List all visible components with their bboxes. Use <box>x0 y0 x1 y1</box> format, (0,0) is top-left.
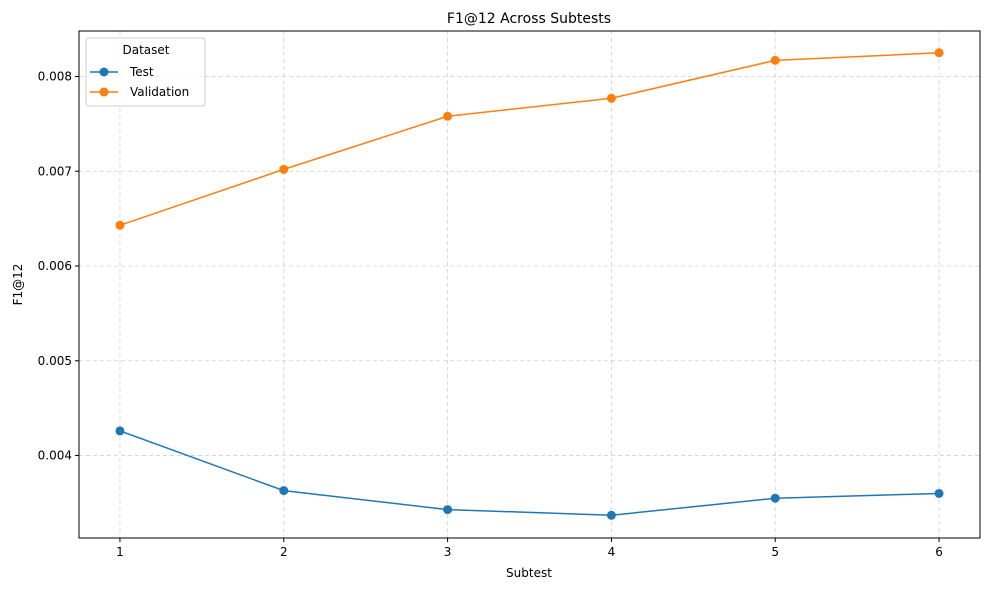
y-tick-label: 0.007 <box>38 164 72 178</box>
data-point-test <box>443 505 453 515</box>
y-tick-label: 0.004 <box>38 449 72 463</box>
data-point-validation <box>115 220 125 230</box>
data-point-validation <box>279 164 289 174</box>
x-tick-label: 3 <box>444 545 452 559</box>
legend-title: Dataset <box>123 43 170 57</box>
series-layer <box>115 48 944 520</box>
data-point-validation <box>606 93 616 103</box>
x-axis: 1 2 3 4 5 6 <box>116 538 943 559</box>
x-tick-label: 6 <box>935 545 943 559</box>
y-tick-label: 0.008 <box>38 69 72 83</box>
legend-entry-validation: Validation <box>90 85 189 99</box>
data-point-test <box>115 426 125 436</box>
legend-label-validation: Validation <box>130 85 189 99</box>
chart-title: F1@12 Across Subtests <box>447 11 611 27</box>
legend-label-test: Test <box>129 65 154 79</box>
series-line-test <box>119 430 940 517</box>
legend-marker-test <box>99 67 109 77</box>
legend: Dataset Test Validation <box>85 37 206 107</box>
series-line-validation <box>119 52 940 226</box>
data-point-test <box>279 486 289 496</box>
data-point-validation <box>934 48 944 58</box>
plot-frame <box>78 30 981 539</box>
legend-box <box>85 37 206 107</box>
x-tick-label: 5 <box>771 545 779 559</box>
y-axis: 0.004 0.005 0.006 0.007 0.008 <box>38 69 79 463</box>
data-point-test <box>770 493 780 503</box>
series-test <box>115 426 944 520</box>
y-tick-label: 0.006 <box>38 259 72 273</box>
series-validation <box>115 48 944 230</box>
data-point-test <box>606 510 616 520</box>
data-point-validation <box>443 111 453 121</box>
legend-marker-validation <box>99 87 109 97</box>
x-tick-label: 1 <box>116 545 124 559</box>
y-axis-label: F1@12 <box>11 264 25 306</box>
data-point-validation <box>770 55 780 65</box>
legend-entry-test: Test <box>90 65 154 79</box>
x-axis-label: Subtest <box>506 566 552 580</box>
y-tick-label: 0.005 <box>38 354 72 368</box>
x-tick-label: 2 <box>280 545 288 559</box>
data-point-test <box>934 488 944 498</box>
x-tick-label: 4 <box>608 545 616 559</box>
